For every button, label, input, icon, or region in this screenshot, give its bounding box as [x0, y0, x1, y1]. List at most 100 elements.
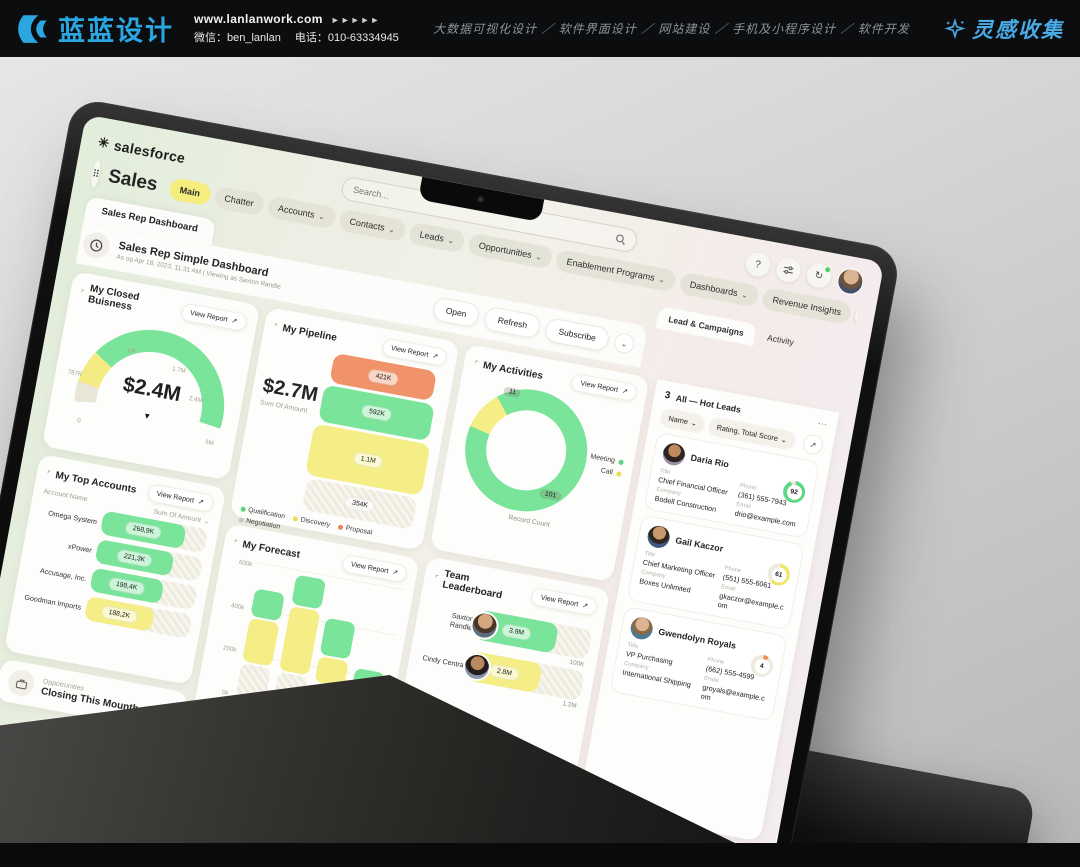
gauge-chart: 0 787K 1M 1.7M 2.4M 5M $2.4M ▼: [56, 311, 251, 493]
chevron-down-icon: ⌄: [780, 434, 788, 445]
bar-value: 198,4K: [108, 576, 146, 596]
gauge-tick: 1M: [126, 346, 136, 356]
card-opportunities-closing[interactable]: Oppotrunities Closing This Mounth: [0, 658, 188, 735]
funnel-value: 592K: [361, 403, 393, 423]
contact-name: Gail Kaczor: [674, 535, 725, 554]
expand-icon[interactable]: ⌜: [233, 538, 239, 548]
settings-button[interactable]: [774, 256, 803, 285]
user-avatar[interactable]: [835, 266, 866, 297]
arrow-up-right-icon: ↗: [431, 352, 439, 361]
bar-value: 2.8M: [488, 663, 520, 682]
brand-name: 蓝蓝设计: [58, 16, 174, 46]
card-title: My Pipeline: [281, 322, 338, 344]
search-icon: [615, 233, 628, 246]
app-title: Sales: [106, 165, 160, 196]
app-launcher-button[interactable]: ⠿: [89, 159, 103, 189]
help-button[interactable]: ?: [743, 250, 772, 279]
phone-contact: 电话：010-63334945: [294, 32, 399, 44]
nav-accounts[interactable]: Accounts ⌄: [266, 195, 337, 230]
legend-discovery: Discovery: [292, 515, 331, 529]
card-my-closed-business: ⌜ My Closed Buisness View Report ↗ 0 787K: [41, 270, 260, 493]
sparkle-icon: [944, 17, 966, 40]
grid-icon: ⠿: [91, 168, 101, 181]
nav-leads[interactable]: Leads ⌄: [407, 221, 467, 254]
avatar: [661, 441, 687, 468]
contact-name: Gwendolyn Royals: [657, 626, 737, 651]
expand-icon[interactable]: ⌜: [433, 573, 440, 583]
arrow-up-right-icon: ↗: [808, 439, 818, 450]
nav-opportunities[interactable]: Opportunities ⌄: [467, 232, 554, 270]
secondary-value: 1.2M: [561, 700, 578, 710]
notification-dot: [824, 266, 831, 273]
card-my-top-accounts: ⌜ My Top Accounts View Report ↗ Account N…: [3, 453, 226, 685]
card-my-activities: ⌜ My Activities View Report ↗ 11: [430, 343, 650, 583]
search-bar[interactable]: [340, 175, 640, 254]
nav-overflow-button[interactable]: ›: [853, 303, 861, 332]
card-title: My Activities: [482, 359, 544, 382]
arrows-decoration: ►►►►►: [330, 15, 381, 25]
chevron-down-icon: ⌄: [387, 224, 396, 235]
avatar: [629, 615, 655, 642]
refresh-button[interactable]: Refresh: [482, 305, 543, 340]
y-tick: 200k: [222, 644, 237, 655]
leads-count: 3: [663, 389, 672, 402]
chevron-down-icon: ⌄: [446, 235, 456, 246]
nav-chatter[interactable]: Chatter: [212, 185, 266, 217]
expand-icon[interactable]: ⌜: [79, 288, 85, 298]
legend-proposal: Proposal: [337, 523, 373, 537]
tab-activity[interactable]: Activity: [766, 332, 795, 348]
laptop-bezel: ✳ salesforce ?: [0, 97, 902, 867]
card-title: My Forecast: [241, 538, 301, 561]
filter-name[interactable]: Name ⌄: [659, 406, 707, 434]
bar-value: 268,9K: [124, 520, 163, 540]
expand-icon[interactable]: ⌜: [273, 321, 279, 332]
chevron-down-icon: ⌄: [620, 338, 629, 349]
help-icon: ?: [754, 258, 762, 271]
refresh-icon: ↻: [813, 269, 825, 282]
website-url: www.lanlanwork.com: [194, 12, 323, 26]
funnel-value: 421K: [367, 367, 400, 387]
subscribe-button[interactable]: Subscribe: [543, 317, 611, 353]
chevron-down-icon: ⌄: [690, 417, 698, 428]
chevron-down-icon: ⌄: [534, 251, 543, 262]
expand-icon[interactable]: ⌜: [46, 468, 52, 479]
legend-call: Call: [600, 467, 623, 478]
legend-meeting: Meeting: [590, 453, 625, 466]
secondary-value: 100K: [568, 658, 585, 669]
notifications-button[interactable]: ↻: [804, 261, 833, 290]
bar-value: 188,2K: [100, 604, 138, 624]
expand-icon[interactable]: ⌜: [473, 359, 480, 369]
nav-contacts[interactable]: Contacts ⌄: [337, 208, 408, 243]
funnel-chart: $2.7M Sum Of Amount 421K 592K 1.1M 354K: [242, 341, 444, 530]
chevron-down-icon: ⌄: [657, 274, 667, 285]
nav-dashboards[interactable]: Dashboards ⌄: [678, 271, 760, 308]
avatar: [645, 524, 672, 550]
more-icon[interactable]: ⋯: [817, 418, 828, 430]
arrow-up-right-icon: ↗: [197, 498, 205, 507]
header-more-button[interactable]: ⌄: [612, 331, 636, 356]
view-report-button[interactable]: View Report ↗: [179, 302, 248, 333]
arrow-up-right-icon: ↗: [581, 602, 589, 611]
gauge-tick: 5M: [204, 438, 215, 448]
briefcase-icon: [6, 668, 37, 699]
y-tick: 400k: [230, 601, 245, 612]
y-tick: 600k: [238, 558, 253, 569]
funnel-value: 1.1M: [352, 450, 384, 469]
nav-main[interactable]: Main: [168, 177, 212, 207]
funnel-value: 354K: [344, 494, 376, 514]
laptop: ✳ salesforce ?: [0, 97, 902, 867]
open-button[interactable]: Open: [431, 296, 482, 329]
view-report-button[interactable]: View Report ↗: [530, 586, 599, 617]
card-title: Team Leaderboard: [441, 568, 503, 602]
laptop-screen: ✳ salesforce ?: [0, 114, 885, 867]
photo-background: ✳ salesforce ?: [0, 57, 1080, 867]
lanlan-logo-icon: [16, 12, 50, 46]
bar-value: 3.9M: [501, 622, 533, 641]
camera-icon: [476, 195, 485, 204]
floor-strip: [0, 843, 1080, 867]
collect-label: 灵感收集: [972, 17, 1064, 42]
open-panel-button[interactable]: ↗: [801, 432, 825, 457]
card-my-pipeline: ⌜ My Pipeline View Report ↗ $2.7M Sum Of …: [228, 306, 461, 551]
promo-banner: 蓝蓝设计 www.lanlanwork.com ►►►►► 微信：ben_lanl…: [0, 0, 1080, 57]
donut-chart: 11 101 Meeting Call: [450, 378, 634, 528]
